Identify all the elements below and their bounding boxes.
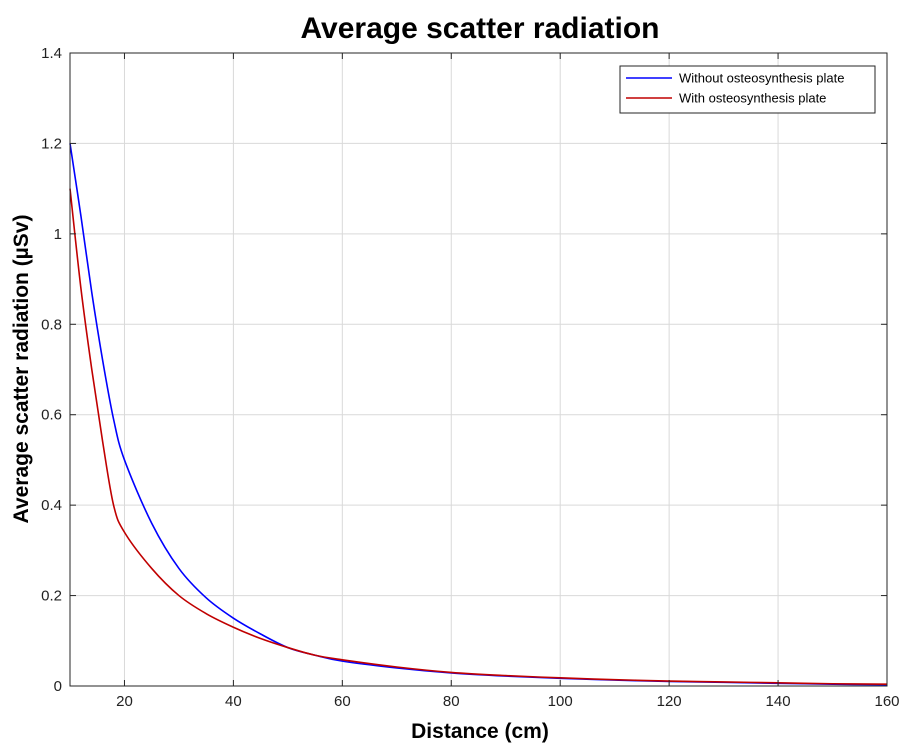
x-axis-ticks: 20 40 60 80 100 120 140 160 xyxy=(116,53,900,710)
y-tick-label: 0 xyxy=(54,678,62,695)
y-tick-label: 0.4 xyxy=(41,497,62,514)
y-axis-label: Average scatter radiation (µSv) xyxy=(10,215,33,524)
legend-box xyxy=(619,65,876,114)
legend-label: With osteosynthesis plate xyxy=(679,91,826,106)
grid xyxy=(70,53,887,686)
x-tick-label: 80 xyxy=(443,693,460,710)
x-tick-label: 20 xyxy=(116,693,133,710)
axes-frame xyxy=(69,52,888,687)
x-axis-label: Distance (cm) xyxy=(411,720,549,743)
x-tick-label: 160 xyxy=(874,693,899,710)
x-tick-label: 60 xyxy=(334,693,351,710)
y-tick-label: 0.8 xyxy=(41,316,62,333)
x-tick-label: 140 xyxy=(766,693,791,710)
plot-area xyxy=(70,53,887,686)
y-tick-label: 1.4 xyxy=(41,45,62,62)
y-tick-label: 1.2 xyxy=(41,135,62,152)
x-tick-label: 40 xyxy=(225,693,242,710)
x-tick-label: 100 xyxy=(548,693,573,710)
chart-title: Average scatter radiation xyxy=(300,12,659,45)
legend: Without osteosynthesis plate With osteosy… xyxy=(619,65,876,114)
legend-label: Without osteosynthesis plate xyxy=(679,71,844,86)
x-tick-label: 120 xyxy=(657,693,682,710)
y-tick-label: 0.6 xyxy=(41,407,62,424)
y-tick-label: 0.2 xyxy=(41,588,62,605)
y-tick-label: 1 xyxy=(54,226,62,243)
y-axis-ticks: 0 0.2 0.4 0.6 0.8 1 1.2 1.4 xyxy=(41,45,887,695)
